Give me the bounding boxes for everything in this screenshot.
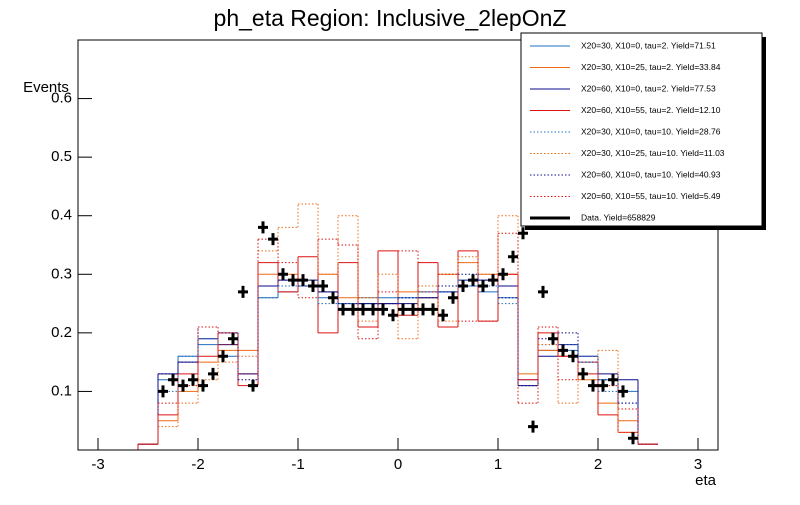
x-tick-label: -2 — [191, 456, 204, 473]
data-point — [558, 344, 568, 357]
legend-label: X20=60, X10=55, tau=10. Yield=5.49 — [581, 191, 721, 201]
data-point — [168, 373, 178, 386]
data-point — [528, 420, 538, 433]
legend-label: X20=30, X10=0, tau=2. Yield=71.51 — [581, 40, 716, 50]
data-point — [548, 332, 558, 345]
data-point — [208, 367, 218, 380]
legend-label: X20=60, X10=0, tau=10. Yield=40.93 — [581, 169, 721, 179]
data-point — [498, 268, 508, 281]
legend-label: X20=60, X10=0, tau=2. Yield=77.53 — [581, 83, 716, 93]
data-point — [508, 250, 518, 263]
data-point — [158, 385, 168, 398]
x-tick-label: 0 — [394, 456, 402, 473]
data-point — [378, 303, 388, 316]
data-point — [358, 303, 368, 316]
data-point — [488, 274, 498, 287]
data-point — [608, 373, 618, 386]
y-tick-label: 0.2 — [51, 324, 72, 341]
data-point — [518, 227, 528, 240]
data-point — [448, 291, 458, 304]
data-point — [238, 285, 248, 298]
legend-label: X20=30, X10=25, tau=10. Yield=11.03 — [581, 148, 725, 158]
data-point — [298, 274, 308, 287]
data-point — [418, 303, 428, 316]
legend-label: X20=30, X10=0, tau=10. Yield=28.76 — [581, 126, 721, 136]
legend-box — [520, 32, 763, 227]
data-point — [458, 280, 468, 292]
x-tick-label: 3 — [694, 456, 702, 473]
y-axis-label: Events — [23, 79, 69, 96]
data-point — [468, 274, 478, 287]
data-point — [348, 303, 358, 316]
data-point — [438, 309, 448, 322]
y-tick-label: 0.3 — [51, 265, 72, 282]
x-axis-label: eta — [695, 472, 717, 489]
data-point — [428, 303, 438, 316]
data-point — [278, 268, 288, 281]
data-point — [398, 303, 408, 316]
data-point — [228, 332, 238, 345]
x-tick-label: 1 — [494, 456, 502, 473]
data-point — [328, 291, 338, 304]
y-tick-label: 0.1 — [51, 382, 72, 399]
data-point — [248, 379, 258, 392]
data-point — [408, 303, 418, 316]
data-point — [388, 309, 398, 322]
data-point — [288, 274, 298, 287]
legend-label: X20=30, X10=25, tau=2. Yield=33.84 — [581, 62, 721, 72]
data-point — [368, 303, 378, 316]
data-point — [178, 379, 188, 392]
plot-frame — [77, 39, 719, 451]
plot-area — [78, 98, 699, 450]
data-point — [588, 379, 598, 392]
data-point — [318, 280, 328, 292]
data-point — [478, 280, 488, 292]
legend-label: Data. Yield=658829 — [581, 212, 656, 222]
y-tick-label: 0.6 — [51, 90, 72, 107]
y-tick-label: 0.5 — [51, 148, 72, 165]
data-point — [218, 350, 228, 363]
y-tick-label: 0.4 — [51, 207, 72, 224]
data-point — [258, 221, 268, 234]
legend: X20=30, X10=0, tau=2. Yield=71.51 X20=30,… — [520, 32, 766, 230]
data-point — [308, 280, 318, 292]
chart-title: ph_eta Region: Inclusive_2lepOnZ — [214, 5, 567, 31]
data-point — [628, 432, 638, 445]
x-tick-label: 2 — [594, 456, 602, 473]
data-point — [338, 303, 348, 316]
data-point — [598, 379, 608, 392]
data-point — [198, 379, 208, 392]
data-point — [538, 285, 548, 298]
x-tick-label: -1 — [291, 456, 304, 473]
legend-label: X20=60, X10=55, tau=2. Yield=12.10 — [581, 105, 721, 115]
data-point — [578, 367, 588, 380]
data-point — [618, 385, 628, 398]
data-point — [188, 373, 198, 386]
data-point — [568, 350, 578, 363]
x-tick-label: -3 — [91, 456, 104, 473]
data-point — [268, 233, 278, 246]
